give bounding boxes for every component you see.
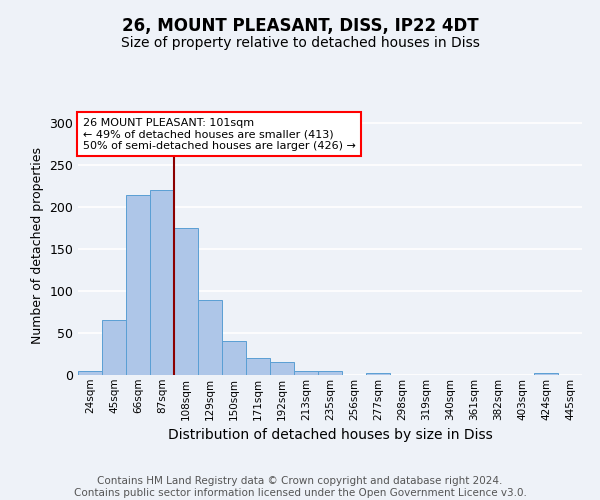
Bar [222,342,246,375]
Bar [174,228,198,375]
Bar [78,371,102,375]
Bar [102,320,126,375]
X-axis label: Distribution of detached houses by size in Diss: Distribution of detached houses by size … [167,428,493,442]
Y-axis label: Number of detached properties: Number of detached properties [31,146,44,344]
Bar [270,362,294,375]
Text: Size of property relative to detached houses in Diss: Size of property relative to detached ho… [121,36,479,50]
Bar [294,371,318,375]
Text: Contains HM Land Registry data © Crown copyright and database right 2024.
Contai: Contains HM Land Registry data © Crown c… [74,476,526,498]
Bar [126,194,150,375]
Bar [534,374,558,375]
Bar [198,300,222,375]
Bar [318,371,342,375]
Text: 26, MOUNT PLEASANT, DISS, IP22 4DT: 26, MOUNT PLEASANT, DISS, IP22 4DT [122,18,478,36]
Bar [246,358,270,375]
Text: 26 MOUNT PLEASANT: 101sqm
← 49% of detached houses are smaller (413)
50% of semi: 26 MOUNT PLEASANT: 101sqm ← 49% of detac… [83,118,356,151]
Bar [366,374,390,375]
Bar [150,190,174,375]
